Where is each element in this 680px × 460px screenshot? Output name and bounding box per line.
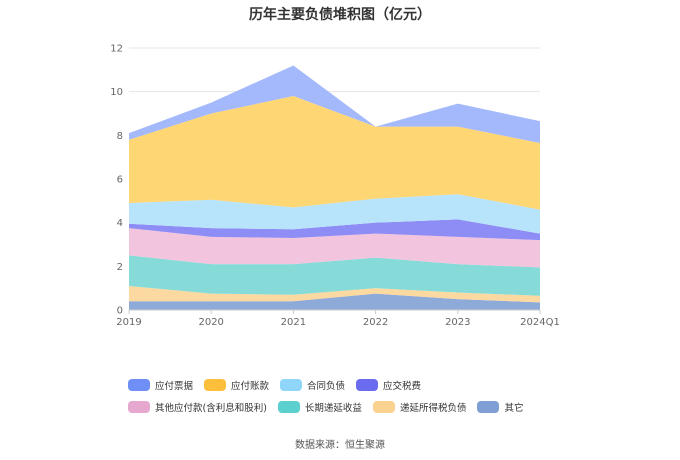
legend-swatch bbox=[128, 379, 150, 391]
area-series-0 bbox=[129, 293, 540, 310]
area-series-1 bbox=[129, 285, 540, 303]
x-tick-label: 2022 bbox=[363, 317, 388, 328]
area-series bbox=[129, 65, 540, 310]
legend-swatch bbox=[356, 379, 379, 391]
x-axis: 2019 2020 2021 2022 2023 2024Q1 bbox=[116, 309, 560, 328]
x-tick-label: 2019 bbox=[116, 317, 141, 328]
y-tick-label: 8 bbox=[117, 131, 123, 142]
chart-title: 历年主要负债堆积图（亿元） bbox=[249, 7, 431, 23]
legend-item[interactable]: 应付票据 bbox=[128, 378, 193, 392]
legend-item[interactable]: 应付账款 bbox=[204, 378, 269, 392]
x-tick-label: 2023 bbox=[445, 317, 470, 328]
x-tick-label: 2021 bbox=[281, 317, 306, 328]
y-tick-label: 12 bbox=[110, 44, 123, 55]
legend-item[interactable]: 其他应付款(含利息和股利) bbox=[128, 400, 267, 414]
area-series-4 bbox=[129, 219, 540, 241]
stacked-area-chart: 0 2 4 6 8 10 12 2019 2020 2021 2022 2023 2024Q1 bbox=[110, 44, 560, 329]
legend-label: 合同负债 bbox=[307, 381, 346, 392]
data-source: 数据来源：恒生聚源 bbox=[295, 440, 385, 451]
area-series-2 bbox=[129, 255, 540, 296]
legend-swatch bbox=[477, 401, 500, 413]
legend-swatch bbox=[280, 379, 303, 391]
legend-item[interactable]: 合同负债 bbox=[280, 378, 345, 392]
legend-item[interactable]: 应交税费 bbox=[356, 378, 421, 392]
legend-label: 应付账款 bbox=[231, 381, 270, 392]
y-tick-label: 6 bbox=[117, 175, 123, 186]
legend-swatch bbox=[277, 401, 300, 413]
y-tick-label: 10 bbox=[110, 87, 123, 98]
legend-swatch bbox=[372, 401, 395, 413]
legend-item[interactable]: 其它 bbox=[477, 400, 523, 414]
area-series-3 bbox=[129, 228, 540, 268]
legend-label: 应交税费 bbox=[383, 381, 422, 392]
area-series-5 bbox=[129, 194, 540, 234]
y-tick-label: 4 bbox=[117, 218, 123, 229]
legend-label: 其它 bbox=[504, 403, 524, 414]
legend-swatch bbox=[204, 379, 227, 391]
legend-swatch bbox=[128, 401, 150, 413]
legend-label: 应付票据 bbox=[155, 381, 194, 392]
y-axis: 0 2 4 6 8 10 12 bbox=[110, 44, 123, 317]
y-tick-label: 0 bbox=[117, 306, 123, 317]
legend-item[interactable]: 递延所得税负债 bbox=[372, 400, 467, 414]
y-tick-label: 2 bbox=[117, 262, 123, 273]
legend: 应付票据 应付账款 合同负债 应交税费其他应付款(含利息和股利) 长期递延收益 递延所得税… bbox=[128, 378, 568, 422]
legend-item[interactable]: 长期递延收益 bbox=[277, 400, 362, 414]
area-series-7 bbox=[129, 65, 540, 143]
legend-label: 递延所得税负债 bbox=[399, 403, 467, 414]
legend-label: 其他应付款(含利息和股利) bbox=[155, 403, 267, 414]
x-tick-label: 2024Q1 bbox=[520, 317, 560, 328]
area-series-6 bbox=[129, 96, 540, 210]
legend-label: 长期递延收益 bbox=[304, 403, 362, 414]
x-tick-label: 2020 bbox=[198, 317, 223, 328]
